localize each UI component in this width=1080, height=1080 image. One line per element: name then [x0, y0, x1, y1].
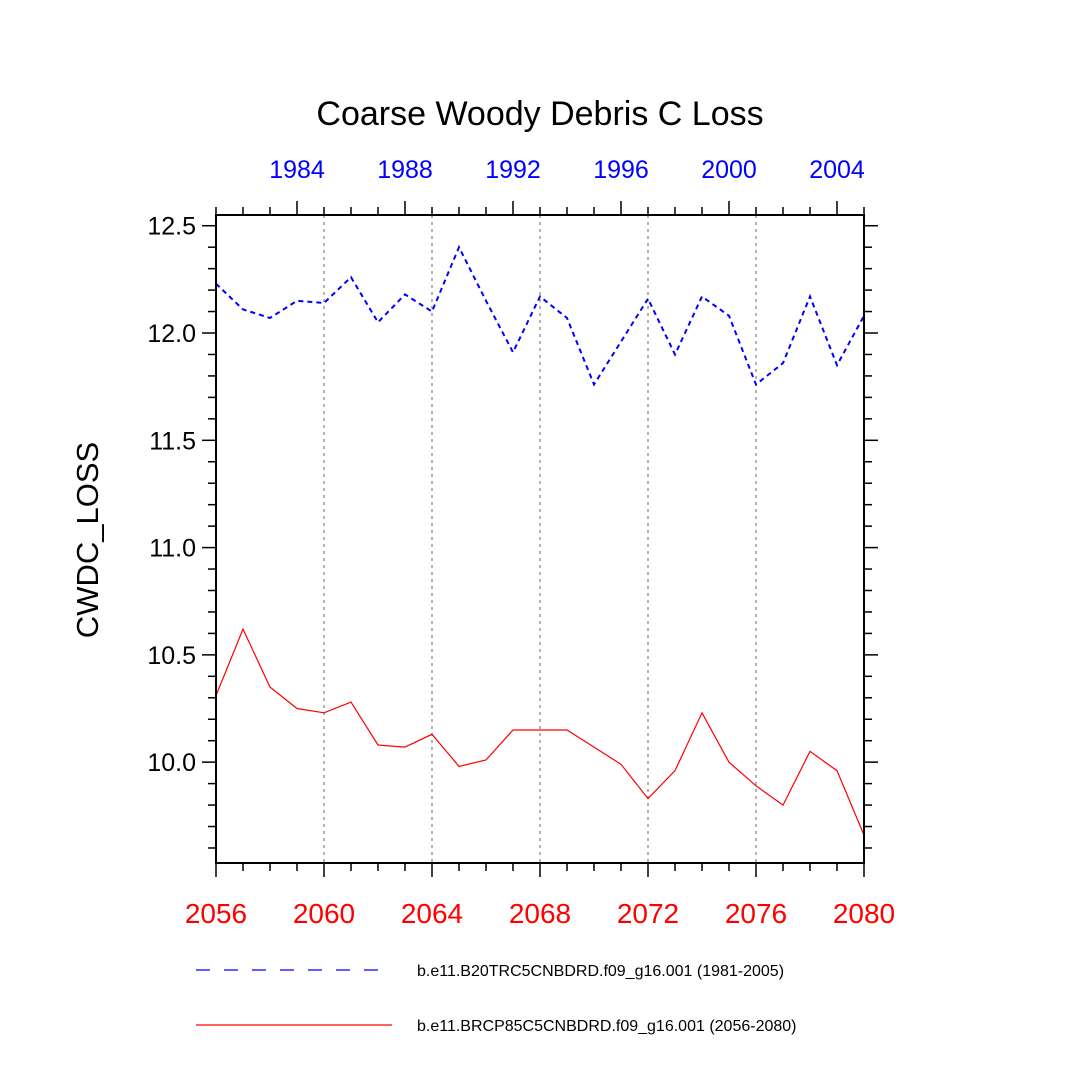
- y-tick-label: 12.5: [147, 213, 196, 241]
- y-axis-label: CWDC_LOSS: [70, 442, 105, 638]
- x-tick-label-top: 1992: [485, 156, 541, 184]
- axis-layer: 2056 2060 2064 2068 2072 2076 2080 1984 1988 1992…: [147, 156, 895, 929]
- x-tick-label-top: 1988: [377, 156, 433, 184]
- chart-title: Coarse Woody Debris C Loss: [316, 95, 763, 133]
- x-tick-label-bottom: 2076: [725, 898, 787, 929]
- y-tick-label: 12.0: [147, 320, 196, 348]
- x-tick-label-top: 2000: [701, 156, 757, 184]
- legend-label-historical: b.e11.B20TRC5CNBDRD.f09_g16.001 (1981-20…: [417, 963, 784, 980]
- series-layer: [215, 244, 865, 836]
- y-tick-label: 11.0: [149, 535, 196, 563]
- x-tick-label-bottom: 2056: [185, 898, 247, 929]
- grid-layer: [323, 215, 757, 863]
- x-tick-label-top: 1996: [593, 156, 649, 184]
- x-tick-label-bottom: 2060: [293, 898, 355, 929]
- x-tick-label-top: 2004: [809, 156, 865, 184]
- y-tick-label: 10.5: [147, 642, 196, 670]
- y-tick-label: 11.5: [149, 427, 196, 455]
- y-tick-label: 10.0: [147, 749, 196, 777]
- x-tick-label-bottom: 2068: [509, 898, 571, 929]
- x-tick-label-top: 1984: [269, 156, 325, 184]
- x-tick-label-bottom: 2072: [617, 898, 679, 929]
- x-tick-label-bottom: 2080: [833, 898, 895, 929]
- legend: b.e11.B20TRC5CNBDRD.f09_g16.001 (1981-20…: [196, 963, 796, 1035]
- x-tick-label-bottom: 2064: [401, 898, 463, 929]
- legend-label-rcp85: b.e11.BRCP85C5CNBDRD.f09_g16.001 (2056-2…: [417, 1018, 796, 1035]
